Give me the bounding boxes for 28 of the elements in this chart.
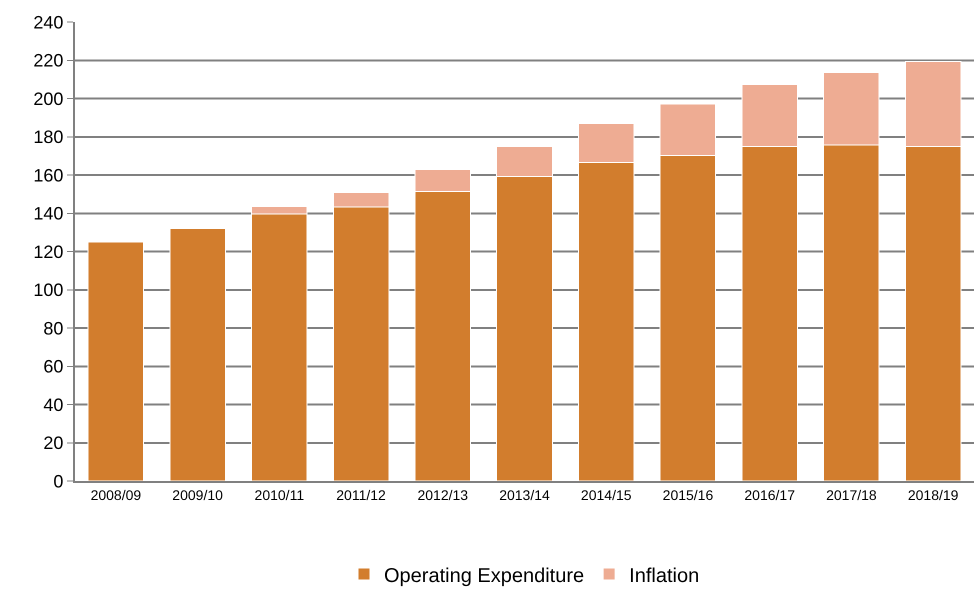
y-tick-label: 40 xyxy=(43,394,64,415)
x-tick-label: 2013/14 xyxy=(499,486,550,503)
y-tick-label: 80 xyxy=(43,318,64,338)
y-tick-label: 20 xyxy=(43,433,64,454)
y-tick-label: 180 xyxy=(33,127,64,148)
x-tick-label: 2015/16 xyxy=(662,486,714,503)
x-tick-label: 2008/09 xyxy=(90,486,142,503)
x-tick-label: 2017/18 xyxy=(826,486,877,503)
x-tick-label: 2016/17 xyxy=(744,486,796,503)
y-tick-label: 220 xyxy=(33,50,64,71)
x-tick-label: 2009/10 xyxy=(172,486,224,503)
x-tick-label: 2014/15 xyxy=(580,486,632,503)
y-tick-label: 120 xyxy=(33,242,64,262)
x-tick-label: 2010/11 xyxy=(254,486,304,503)
y-tick-label: 200 xyxy=(33,88,64,109)
y-tick-label: 60 xyxy=(43,356,64,377)
x-tick-label: 2012/13 xyxy=(417,486,468,503)
legend-label: Operating Expenditure xyxy=(384,564,584,587)
legend-label: Inflation xyxy=(629,564,700,587)
y-tick-label: 0 xyxy=(53,471,64,492)
bar xyxy=(88,241,144,481)
x-tick-label: 2018/19 xyxy=(908,486,959,503)
y-tick-label: 140 xyxy=(33,204,64,224)
y-tick-label: 240 xyxy=(33,12,64,32)
y-tick-label: 160 xyxy=(33,165,64,186)
bar xyxy=(169,228,226,481)
y-tick-label: 100 xyxy=(33,280,64,300)
x-tick-label: 2011/12 xyxy=(336,486,386,503)
